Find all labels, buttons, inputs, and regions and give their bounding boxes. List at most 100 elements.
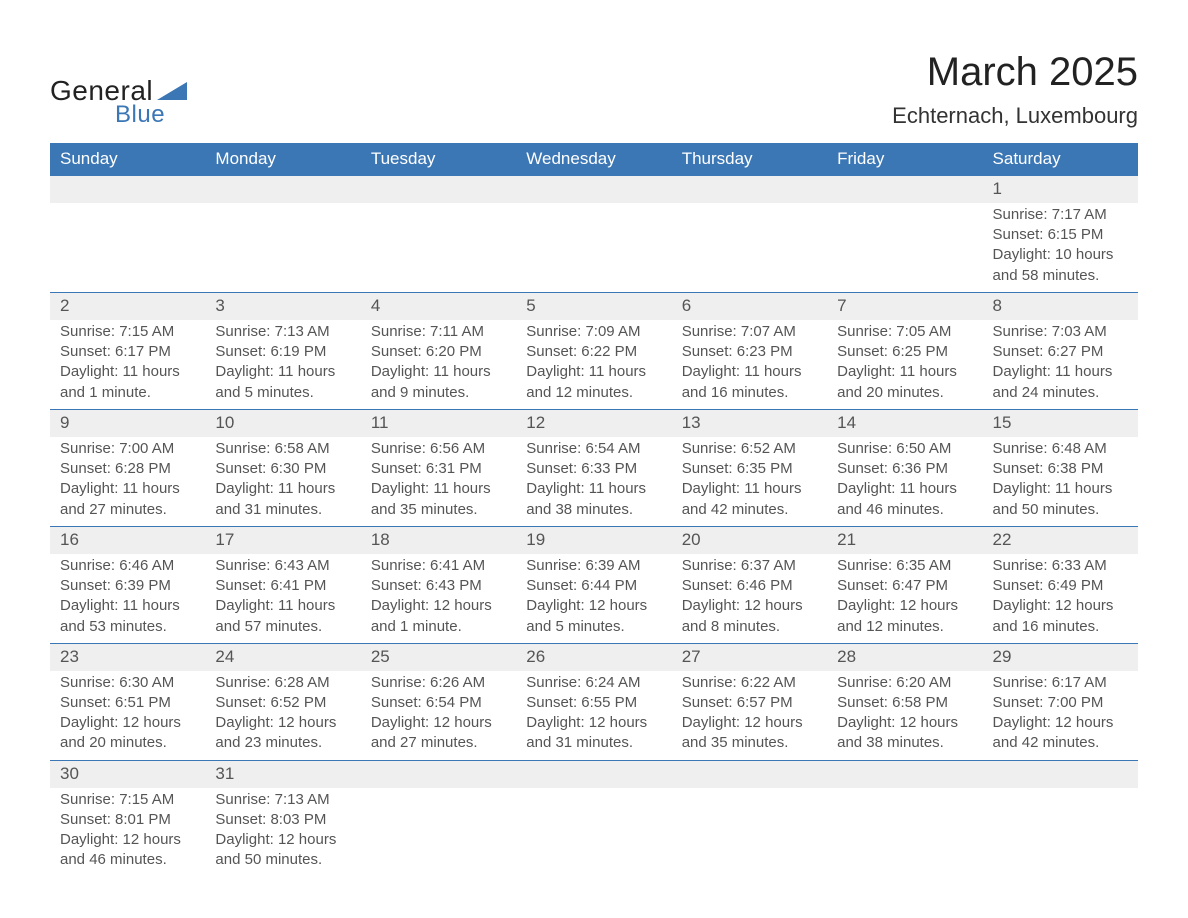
day-detail: Sunrise: 7:11 AMSunset: 6:20 PMDaylight:… [361, 320, 516, 410]
day-detail [516, 203, 671, 293]
day-detail [827, 788, 982, 877]
day-number: 14 [827, 409, 982, 436]
day-number: 13 [672, 409, 827, 436]
day-detail: Sunrise: 7:07 AMSunset: 6:23 PMDaylight:… [672, 320, 827, 410]
page-title: March 2025 [892, 50, 1138, 95]
day-detail: Sunrise: 7:03 AMSunset: 6:27 PMDaylight:… [983, 320, 1138, 410]
day-number [516, 176, 671, 203]
day-number: 27 [672, 643, 827, 670]
weekday-header: Friday [827, 143, 982, 176]
day-number: 6 [672, 292, 827, 319]
day-detail: Sunrise: 6:24 AMSunset: 6:55 PMDaylight:… [516, 671, 671, 761]
weekday-header: Tuesday [361, 143, 516, 176]
day-detail: Sunrise: 6:46 AMSunset: 6:39 PMDaylight:… [50, 554, 205, 644]
day-number: 4 [361, 292, 516, 319]
day-number: 30 [50, 760, 205, 787]
day-detail: Sunrise: 6:30 AMSunset: 6:51 PMDaylight:… [50, 671, 205, 761]
day-detail: Sunrise: 7:13 AMSunset: 6:19 PMDaylight:… [205, 320, 360, 410]
weekday-header: Thursday [672, 143, 827, 176]
day-detail: Sunrise: 7:15 AMSunset: 6:17 PMDaylight:… [50, 320, 205, 410]
day-detail [672, 203, 827, 293]
day-number: 20 [672, 526, 827, 553]
calendar-table: Sunday Monday Tuesday Wednesday Thursday… [50, 143, 1138, 877]
day-number: 26 [516, 643, 671, 670]
day-number: 16 [50, 526, 205, 553]
day-detail: Sunrise: 7:17 AMSunset: 6:15 PMDaylight:… [983, 203, 1138, 293]
day-number [361, 176, 516, 203]
day-detail [205, 203, 360, 293]
day-number: 19 [516, 526, 671, 553]
logo-text-blue: Blue [115, 101, 165, 129]
day-number: 11 [361, 409, 516, 436]
day-detail: Sunrise: 7:00 AMSunset: 6:28 PMDaylight:… [50, 437, 205, 527]
header: General Blue March 2025 Echternach, Luxe… [50, 50, 1138, 129]
day-detail: Sunrise: 6:26 AMSunset: 6:54 PMDaylight:… [361, 671, 516, 761]
detail-row: Sunrise: 7:15 AMSunset: 8:01 PMDaylight:… [50, 788, 1138, 877]
day-number [361, 760, 516, 787]
day-number: 17 [205, 526, 360, 553]
day-number: 18 [361, 526, 516, 553]
day-detail: Sunrise: 6:20 AMSunset: 6:58 PMDaylight:… [827, 671, 982, 761]
calendar-head: Sunday Monday Tuesday Wednesday Thursday… [50, 143, 1138, 176]
day-detail: Sunrise: 6:56 AMSunset: 6:31 PMDaylight:… [361, 437, 516, 527]
detail-row: Sunrise: 6:46 AMSunset: 6:39 PMDaylight:… [50, 554, 1138, 644]
day-number: 25 [361, 643, 516, 670]
day-number: 29 [983, 643, 1138, 670]
day-detail: Sunrise: 7:09 AMSunset: 6:22 PMDaylight:… [516, 320, 671, 410]
day-detail: Sunrise: 6:17 AMSunset: 7:00 PMDaylight:… [983, 671, 1138, 761]
day-detail: Sunrise: 6:58 AMSunset: 6:30 PMDaylight:… [205, 437, 360, 527]
title-block: March 2025 Echternach, Luxembourg [892, 50, 1138, 129]
weekday-header: Sunday [50, 143, 205, 176]
detail-row: Sunrise: 7:15 AMSunset: 6:17 PMDaylight:… [50, 320, 1138, 410]
daynum-row: 23242526272829 [50, 643, 1138, 670]
day-number: 8 [983, 292, 1138, 319]
page-subtitle: Echternach, Luxembourg [892, 103, 1138, 129]
day-number: 24 [205, 643, 360, 670]
detail-row: Sunrise: 7:17 AMSunset: 6:15 PMDaylight:… [50, 203, 1138, 293]
day-number [205, 176, 360, 203]
day-number [827, 760, 982, 787]
daynum-row: 16171819202122 [50, 526, 1138, 553]
detail-row: Sunrise: 6:30 AMSunset: 6:51 PMDaylight:… [50, 671, 1138, 761]
weekday-header: Monday [205, 143, 360, 176]
day-number [672, 760, 827, 787]
day-number [516, 760, 671, 787]
day-detail: Sunrise: 6:41 AMSunset: 6:43 PMDaylight:… [361, 554, 516, 644]
day-number: 3 [205, 292, 360, 319]
daynum-row: 2345678 [50, 292, 1138, 319]
day-detail: Sunrise: 6:33 AMSunset: 6:49 PMDaylight:… [983, 554, 1138, 644]
day-number: 28 [827, 643, 982, 670]
day-detail: Sunrise: 6:52 AMSunset: 6:35 PMDaylight:… [672, 437, 827, 527]
day-detail: Sunrise: 6:54 AMSunset: 6:33 PMDaylight:… [516, 437, 671, 527]
day-detail: Sunrise: 6:50 AMSunset: 6:36 PMDaylight:… [827, 437, 982, 527]
day-detail: Sunrise: 6:48 AMSunset: 6:38 PMDaylight:… [983, 437, 1138, 527]
day-detail: Sunrise: 6:28 AMSunset: 6:52 PMDaylight:… [205, 671, 360, 761]
weekday-header: Wednesday [516, 143, 671, 176]
day-detail [361, 788, 516, 877]
day-number: 9 [50, 409, 205, 436]
day-number: 2 [50, 292, 205, 319]
day-number: 15 [983, 409, 1138, 436]
calendar-body: 1Sunrise: 7:17 AMSunset: 6:15 PMDaylight… [50, 176, 1138, 877]
day-number: 10 [205, 409, 360, 436]
day-number: 12 [516, 409, 671, 436]
day-detail [983, 788, 1138, 877]
logo: General Blue [50, 75, 187, 129]
daynum-row: 3031 [50, 760, 1138, 787]
day-detail: Sunrise: 6:22 AMSunset: 6:57 PMDaylight:… [672, 671, 827, 761]
day-number [983, 760, 1138, 787]
day-number: 23 [50, 643, 205, 670]
day-detail: Sunrise: 7:05 AMSunset: 6:25 PMDaylight:… [827, 320, 982, 410]
day-number: 7 [827, 292, 982, 319]
day-number [672, 176, 827, 203]
weekday-row: Sunday Monday Tuesday Wednesday Thursday… [50, 143, 1138, 176]
day-detail: Sunrise: 6:37 AMSunset: 6:46 PMDaylight:… [672, 554, 827, 644]
day-detail: Sunrise: 6:35 AMSunset: 6:47 PMDaylight:… [827, 554, 982, 644]
day-detail [361, 203, 516, 293]
day-detail [672, 788, 827, 877]
day-detail: Sunrise: 6:43 AMSunset: 6:41 PMDaylight:… [205, 554, 360, 644]
weekday-header: Saturday [983, 143, 1138, 176]
day-number [50, 176, 205, 203]
day-detail: Sunrise: 6:39 AMSunset: 6:44 PMDaylight:… [516, 554, 671, 644]
day-number: 22 [983, 526, 1138, 553]
